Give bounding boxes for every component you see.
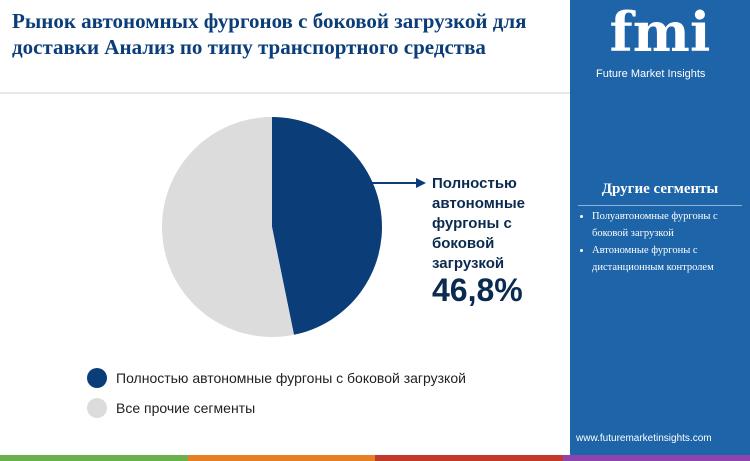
legend-label: Полностью автономные фургоны с боковой з… — [116, 370, 466, 386]
url: www.futuremarketinsights.com — [576, 433, 712, 444]
sidebar-heading: Другие сегменты — [601, 181, 719, 197]
segment-item: Полуавтономные фургоны с боковой загрузк… — [592, 208, 742, 242]
sidebar: fmi Future Market Insights Другие сегмен… — [570, 0, 750, 461]
pie-slice — [272, 117, 382, 335]
pie-slice — [161, 116, 294, 338]
brand: Future Market Insights — [596, 68, 706, 80]
chart-title: Рынок автономных фургонов с боковой загр… — [12, 9, 527, 59]
legend-label: Все прочие сегменты — [116, 400, 255, 416]
callout-value: 46,8% — [432, 272, 523, 308]
callout-label: Полностью автономные фургоны с боковой з… — [432, 175, 526, 272]
legend-marker — [87, 398, 107, 418]
rule — [578, 205, 742, 206]
segment-item: Автономные фургоны с дистанционным контр… — [592, 242, 742, 276]
arrow-head — [416, 178, 426, 188]
color-strip — [0, 455, 750, 461]
logo: fmi — [609, 0, 711, 64]
chart: Полностью автономные фургоны с боковой з… — [0, 92, 570, 418]
segment-list: Полуавтономные фургоны с боковой загрузк… — [574, 208, 742, 276]
legend-marker — [87, 368, 107, 388]
